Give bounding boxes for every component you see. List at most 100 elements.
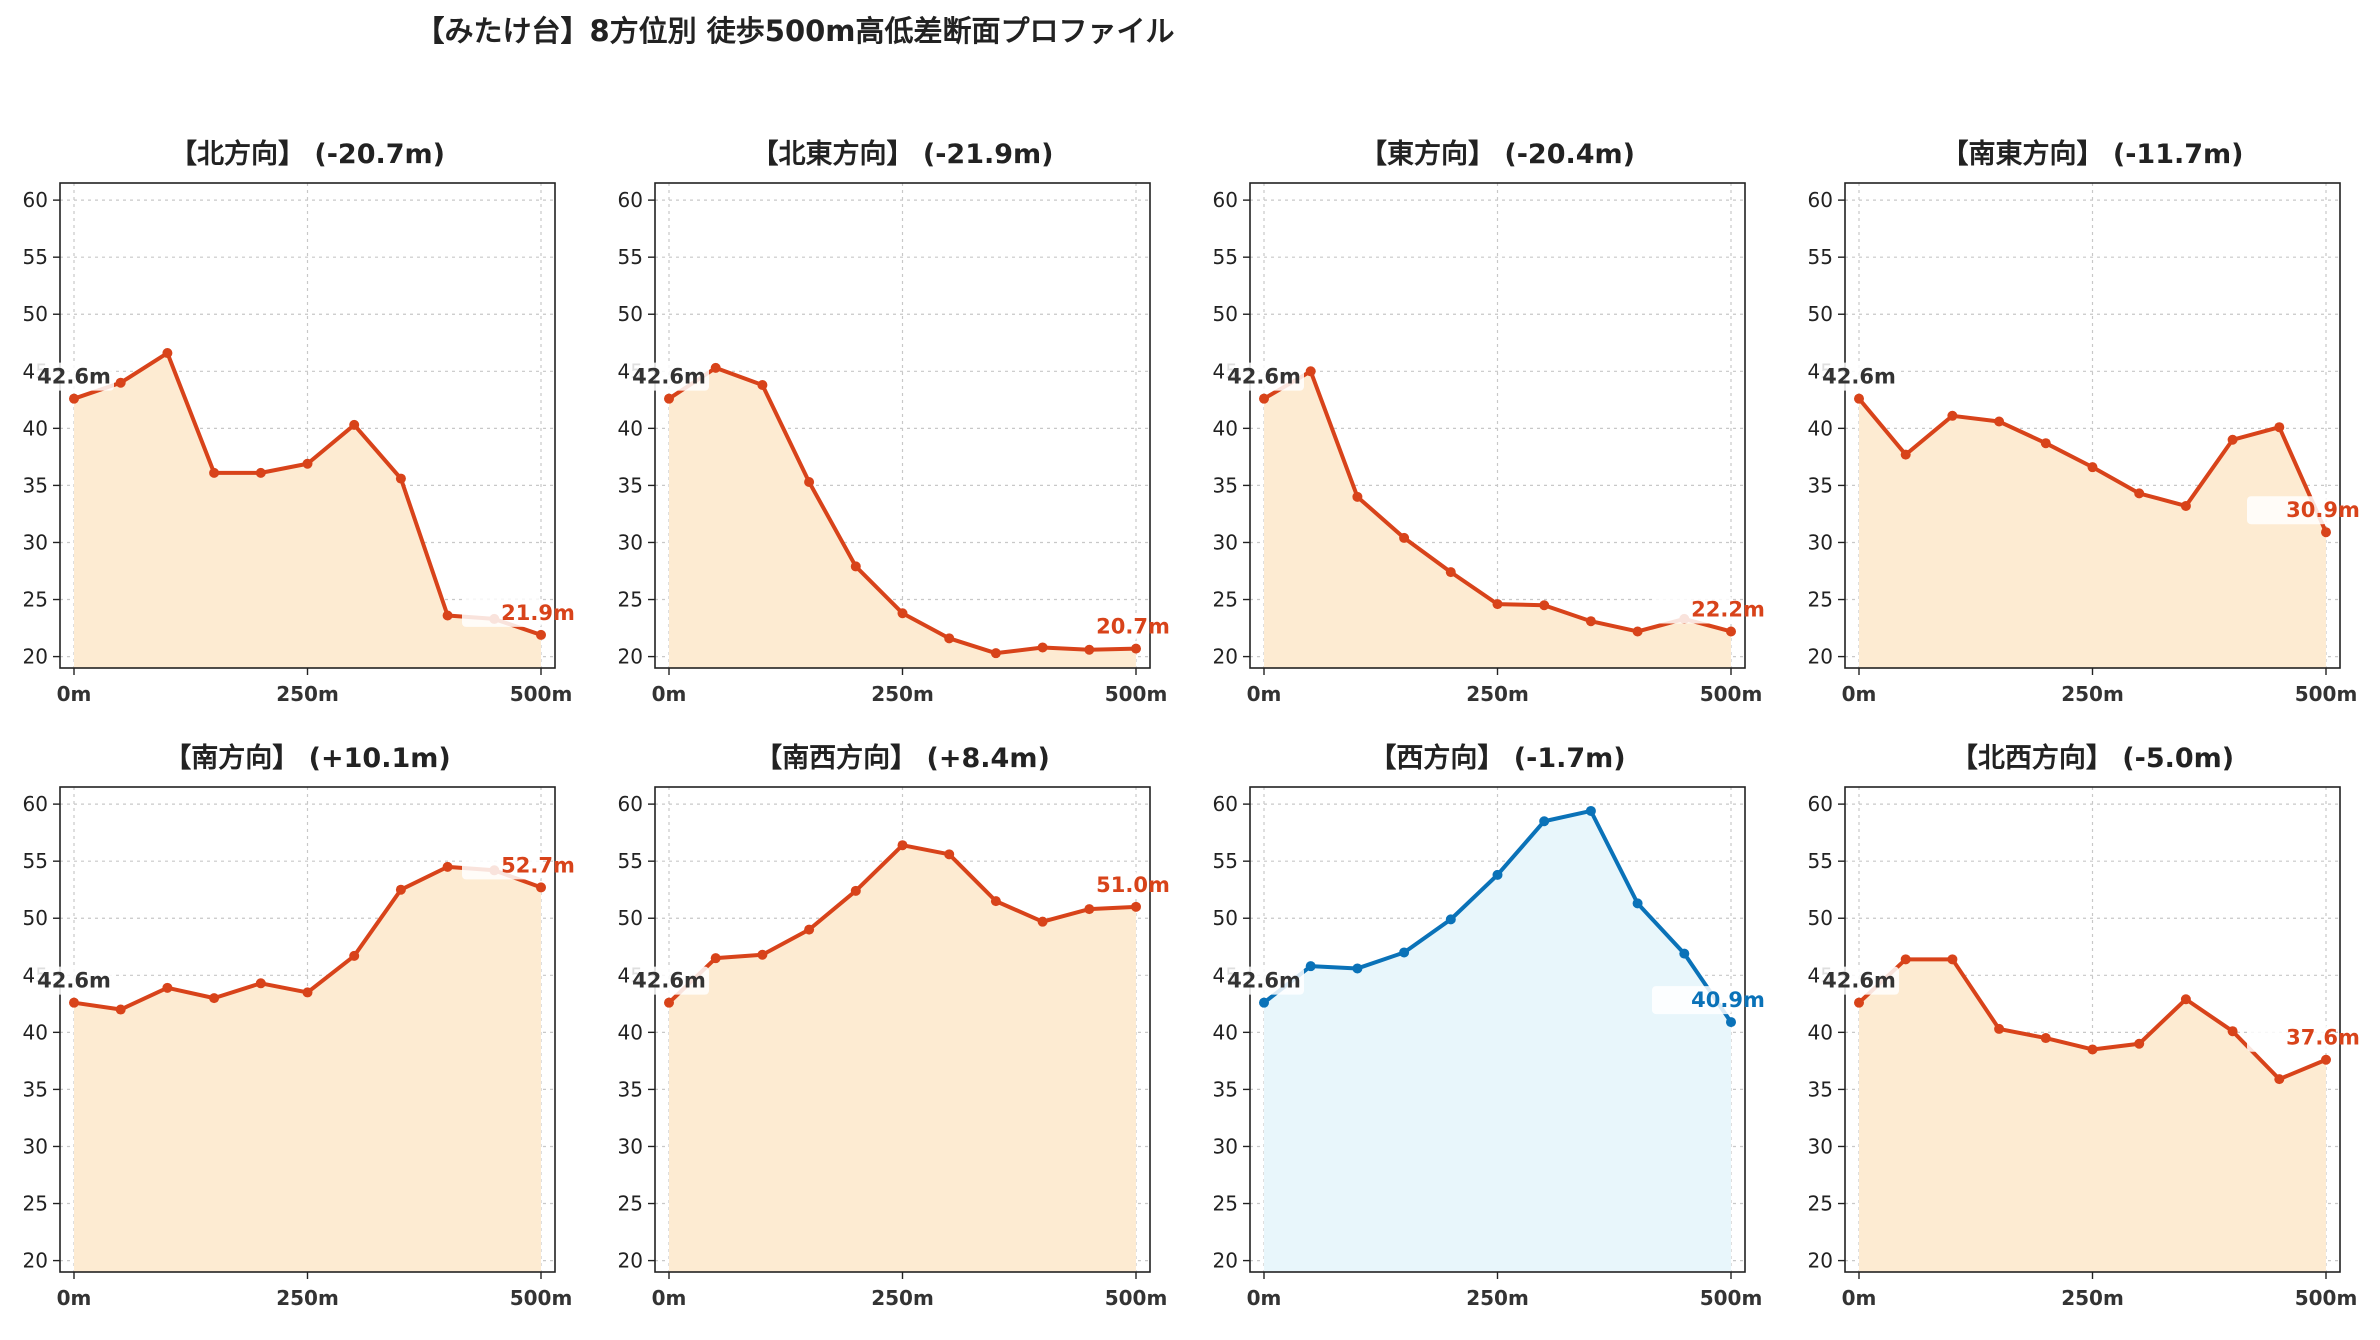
data-point: [1726, 626, 1736, 637]
y-tick-label: 55: [618, 849, 643, 873]
data-point: [1037, 916, 1048, 927]
y-tick-label: 40: [1213, 1020, 1238, 1044]
x-tick-label: 0m: [1842, 682, 1877, 706]
data-point: [1131, 901, 1141, 912]
data-point: [2134, 488, 2145, 499]
chart-panel-6: 【南西方向】 (+8.4m)2025303540455055600m250m50…: [618, 742, 1170, 1310]
data-point: [1492, 599, 1503, 610]
y-tick-label: 30: [1808, 1134, 1833, 1158]
y-tick-label: 25: [23, 588, 48, 612]
y-tick-label: 60: [1213, 792, 1238, 816]
y-tick-label: 55: [23, 245, 48, 269]
x-tick-label: 0m: [1842, 1286, 1877, 1310]
data-point: [897, 840, 908, 851]
data-point: [69, 997, 79, 1008]
data-point: [1399, 532, 1410, 543]
x-tick-label: 250m: [871, 682, 934, 706]
data-point: [162, 982, 173, 993]
y-tick-label: 50: [618, 906, 643, 930]
data-point: [1539, 816, 1550, 827]
y-tick-label: 50: [1808, 302, 1833, 326]
data-point: [757, 949, 768, 960]
data-point: [990, 896, 1001, 907]
data-point: [1632, 898, 1643, 909]
x-tick-label: 250m: [1466, 682, 1529, 706]
end-label-bg: [1652, 986, 1732, 1015]
data-point: [2227, 1026, 2238, 1037]
data-point: [442, 861, 453, 872]
end-elevation-label: 21.9m: [501, 601, 575, 625]
x-tick-label: 500m: [1700, 682, 1763, 706]
y-tick-label: 40: [618, 1020, 643, 1044]
x-tick-label: 250m: [871, 1286, 934, 1310]
y-tick-label: 50: [618, 302, 643, 326]
y-tick-label: 25: [618, 588, 643, 612]
start-elevation-label: 42.6m: [1227, 969, 1301, 993]
data-point: [2274, 422, 2285, 433]
chart-panel-5: 【南方向】 (+10.1m)2025303540455055600m250m50…: [23, 742, 575, 1310]
x-tick-label: 0m: [652, 1286, 687, 1310]
start-label-bg: [1819, 966, 1899, 995]
x-tick-label: 500m: [1105, 1286, 1168, 1310]
chart-panel-4: 【南東方向】 (-11.7m)2025303540455055600m250m5…: [1808, 138, 2360, 706]
panel-title: 【南方向】 (+10.1m): [164, 742, 450, 774]
data-point: [255, 978, 266, 989]
y-tick-label: 25: [618, 1192, 643, 1216]
y-tick-label: 20: [1213, 645, 1238, 669]
x-tick-label: 0m: [1247, 682, 1282, 706]
start-elevation-label: 42.6m: [632, 969, 706, 993]
data-point: [1037, 642, 1048, 653]
y-tick-label: 60: [618, 792, 643, 816]
x-tick-label: 250m: [276, 1286, 339, 1310]
data-point: [710, 362, 721, 373]
data-point: [897, 608, 908, 619]
end-elevation-label: 30.9m: [2286, 498, 2360, 522]
x-tick-label: 0m: [1247, 1286, 1282, 1310]
data-point: [442, 610, 453, 621]
data-point: [1900, 954, 1911, 965]
data-point: [536, 629, 546, 640]
y-tick-label: 20: [618, 645, 643, 669]
data-point: [1084, 904, 1095, 915]
chart-panel-8: 【北西方向】 (-5.0m)2025303540455055600m250m50…: [1808, 742, 2360, 1310]
x-tick-label: 0m: [652, 682, 687, 706]
data-point: [1679, 948, 1690, 959]
data-point: [1399, 947, 1410, 958]
data-point: [395, 473, 406, 484]
start-elevation-label: 42.6m: [632, 365, 706, 389]
x-tick-label: 500m: [1105, 682, 1168, 706]
y-tick-label: 55: [1808, 849, 1833, 873]
y-tick-label: 30: [618, 1134, 643, 1158]
data-point: [1900, 449, 1911, 460]
y-tick-label: 40: [618, 416, 643, 440]
end-label-bg: [2247, 1023, 2327, 1052]
start-label-bg: [629, 966, 709, 995]
end-label-bg: [1652, 595, 1732, 624]
data-point: [1585, 616, 1596, 627]
start-label-bg: [34, 966, 114, 995]
panel-title: 【北西方向】 (-5.0m): [1951, 742, 2234, 774]
figure-title: 【みたけ台】8方位別 徒歩500m高低差断面プロファイル: [415, 14, 1175, 48]
data-point: [69, 393, 79, 404]
start-elevation-label: 42.6m: [1822, 365, 1896, 389]
data-point: [162, 348, 173, 359]
data-point: [255, 467, 266, 478]
data-point: [1084, 644, 1095, 655]
data-point: [757, 379, 768, 390]
end-elevation-label: 37.6m: [2286, 1026, 2360, 1050]
start-label-bg: [1224, 362, 1304, 391]
data-point: [710, 953, 721, 964]
data-point: [2087, 462, 2098, 473]
end-label-bg: [462, 851, 542, 880]
y-tick-label: 30: [1808, 530, 1833, 554]
chart-panel-1: 【北方向】 (-20.7m)2025303540455055600m250m50…: [23, 138, 575, 706]
y-tick-label: 55: [1808, 245, 1833, 269]
end-elevation-label: 40.9m: [1691, 988, 1765, 1012]
y-tick-label: 30: [618, 530, 643, 554]
y-tick-label: 35: [618, 473, 643, 497]
start-label-bg: [1224, 966, 1304, 995]
x-tick-label: 500m: [510, 1286, 573, 1310]
panel-title: 【北方向】 (-20.7m): [170, 138, 445, 170]
data-point: [1445, 567, 1456, 578]
